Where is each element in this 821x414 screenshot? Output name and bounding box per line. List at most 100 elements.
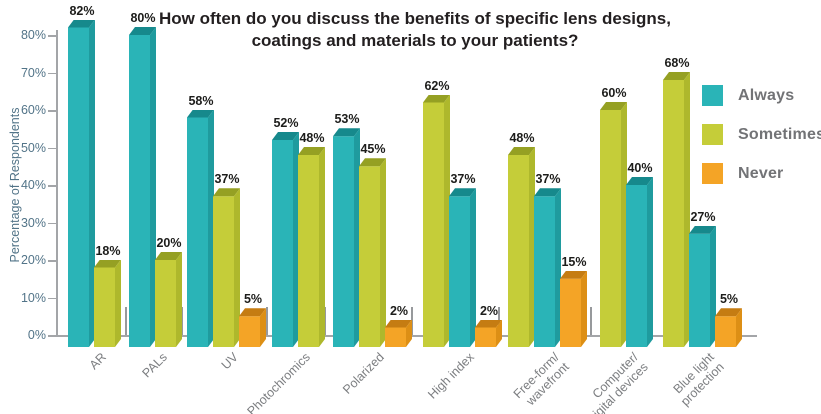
bar-sometimes xyxy=(359,158,386,347)
bar-value-label: 68% xyxy=(664,56,690,70)
legend-item-sometimes: Sometimes xyxy=(702,124,821,145)
bar-front-face xyxy=(272,140,293,347)
bar-top-face xyxy=(239,308,266,317)
bar-front-face xyxy=(68,27,89,347)
bar-value-label: 48% xyxy=(509,131,535,145)
bar-front-face xyxy=(508,155,529,347)
bar-top-face xyxy=(213,188,240,197)
bar-side-face xyxy=(354,128,360,347)
bar-front-face xyxy=(129,35,150,347)
group-separator-tick xyxy=(590,307,592,335)
bar-value-label: 37% xyxy=(214,172,240,187)
legend-item-always: Always xyxy=(702,85,821,106)
bar-top-face xyxy=(359,158,386,167)
bar-value-label: 15% xyxy=(561,254,587,269)
bar-front-face xyxy=(213,196,234,347)
bar-front-face xyxy=(560,278,581,347)
bar-value-label: 2% xyxy=(479,303,499,318)
bar-top-face xyxy=(449,188,476,197)
bar-front-face xyxy=(333,136,354,347)
bar-front-face xyxy=(626,185,647,347)
bar-always xyxy=(333,128,360,347)
bar-side-face xyxy=(555,188,561,347)
bar-value-label: 37% xyxy=(450,172,476,187)
y-tick-label: 40% xyxy=(20,178,46,192)
category-label: Free-form/ wavefront xyxy=(510,350,572,409)
bar-top-face xyxy=(689,225,716,234)
bar-value-label: 18% xyxy=(95,243,121,258)
bar-top-face xyxy=(560,270,587,279)
bar-front-face xyxy=(475,327,496,347)
legend-item-never: Never xyxy=(702,163,821,184)
bar-value-label: 58% xyxy=(188,93,214,108)
bar-top-face xyxy=(187,109,214,118)
bar-side-face xyxy=(115,259,121,347)
bar-always xyxy=(626,177,653,347)
bar-value-label: 45% xyxy=(360,142,386,157)
bar-value-label: 5% xyxy=(243,292,263,307)
y-axis-line xyxy=(56,30,58,335)
bar-sometimes xyxy=(155,252,182,347)
y-tick xyxy=(48,35,56,37)
bar-top-face xyxy=(475,319,502,328)
bar-sometimes xyxy=(423,94,450,348)
bar-front-face xyxy=(663,80,684,347)
legend-label: Sometimes xyxy=(738,125,821,143)
bar-top-face xyxy=(129,27,156,35)
bar-side-face xyxy=(406,319,412,347)
bar-side-face xyxy=(444,94,450,347)
legend-label: Never xyxy=(738,164,784,182)
bar-side-face xyxy=(89,19,95,347)
legend-swatch-always xyxy=(702,85,723,106)
bar-front-face xyxy=(385,327,406,347)
bar-front-face xyxy=(94,267,115,347)
y-tick xyxy=(48,260,56,262)
bar-front-face xyxy=(715,316,736,347)
bar-value-label: 48% xyxy=(299,131,325,145)
bar-side-face xyxy=(260,308,266,347)
bar-value-label: 2% xyxy=(389,303,409,318)
bar-side-face xyxy=(496,319,502,347)
bar-front-face xyxy=(423,102,444,347)
bar-front-face xyxy=(600,110,621,347)
bar-never xyxy=(239,308,266,347)
group-separator-tick xyxy=(324,307,326,335)
group-separator-tick xyxy=(266,307,268,335)
y-tick xyxy=(48,297,56,299)
y-tick-label: 10% xyxy=(20,290,46,305)
bar-top-face xyxy=(534,188,561,197)
bar-front-face xyxy=(187,117,208,347)
bar-value-label: 60% xyxy=(601,86,627,100)
bar-side-face xyxy=(150,27,156,347)
bar-always xyxy=(68,19,95,348)
y-tick-label: 70% xyxy=(20,65,46,80)
bar-front-face xyxy=(689,233,710,347)
y-tick-label: 50% xyxy=(20,140,46,155)
bar-top-face xyxy=(385,319,412,328)
bar-never xyxy=(385,319,412,348)
legend: Always Sometimes Never xyxy=(702,85,821,184)
bar-always xyxy=(187,109,214,348)
category-label: AR xyxy=(86,350,109,373)
bar-value-label: 40% xyxy=(627,161,653,175)
bar-top-face xyxy=(715,308,742,317)
y-tick xyxy=(48,185,56,187)
bar-top-face xyxy=(272,132,299,140)
bar-side-face xyxy=(684,72,690,347)
bar-sometimes xyxy=(663,72,690,347)
bar-top-face xyxy=(626,177,653,185)
bar-side-face xyxy=(293,132,299,347)
bar-side-face xyxy=(470,188,476,347)
y-tick-label: 60% xyxy=(20,103,46,117)
bar-value-label: 52% xyxy=(273,116,299,130)
bar-never xyxy=(475,319,502,348)
category-label: High index xyxy=(424,350,477,402)
group-separator-tick xyxy=(125,307,127,335)
bar-front-face xyxy=(239,316,260,347)
bar-top-face xyxy=(94,259,121,268)
legend-swatch-sometimes xyxy=(702,124,723,145)
bar-value-label: 53% xyxy=(334,112,360,127)
bar-top-face xyxy=(600,102,627,110)
